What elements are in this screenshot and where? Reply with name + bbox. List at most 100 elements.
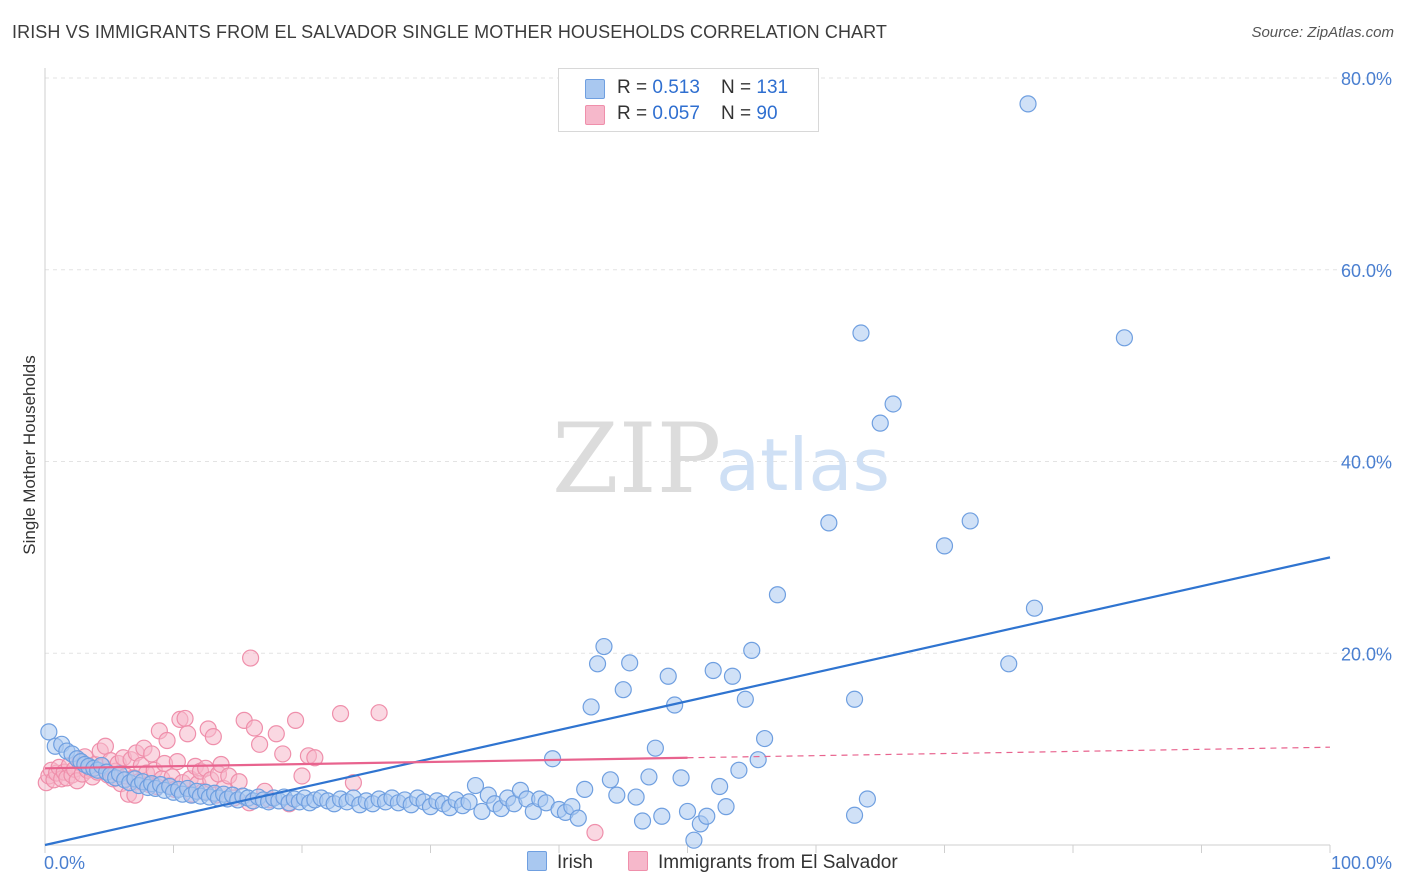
legend-row-irish: R = 0.513 N = 131 xyxy=(559,75,818,101)
x-tick-label-max: 100.0% xyxy=(1331,853,1392,873)
point-irish-93 xyxy=(543,750,562,768)
point-irish-113 xyxy=(672,769,690,787)
point-irish-99 xyxy=(582,698,600,716)
legend-item-el-salvador[interactable]: Immigrants from El Salvador xyxy=(628,851,898,874)
point-irish-100 xyxy=(588,655,607,673)
point-irish-120 xyxy=(717,798,735,816)
point-el-salvador-88 xyxy=(370,704,388,722)
point-irish-121 xyxy=(723,667,742,685)
point-el-salvador-80 xyxy=(274,745,292,763)
point-irish-114 xyxy=(678,802,697,821)
point-el-salvador-54 xyxy=(176,709,194,728)
point-irish-118 xyxy=(704,661,722,680)
trend-line-irish xyxy=(44,556,1331,847)
point-el-salvador-90 xyxy=(242,649,260,667)
y-axis-label: Single Mother Households xyxy=(20,355,39,554)
point-el-salvador-41 xyxy=(143,745,161,763)
point-irish-0 xyxy=(40,723,58,741)
legend-row-el-salvador: R = 0.057 N = 90 xyxy=(559,101,818,127)
r-value-irish: 0.513 xyxy=(652,77,700,98)
point-el-salvador-55 xyxy=(179,725,197,743)
point-irish-134 xyxy=(935,537,954,555)
tick-labels: 20.0% 40.0% 60.0% 80.0% 0.0% 100.0% xyxy=(44,69,1392,873)
point-el-salvador-83 xyxy=(293,767,311,785)
trend-line-el-salvador-projection xyxy=(687,746,1331,759)
n-label: N = xyxy=(721,77,757,98)
point-irish-106 xyxy=(627,788,645,806)
point-irish-98 xyxy=(576,780,594,798)
legend-swatch-irish xyxy=(527,851,547,871)
point-el-salvador-82 xyxy=(286,711,305,729)
trend-lines xyxy=(44,556,1331,847)
y-tick-label-0: 20.0% xyxy=(1341,644,1392,664)
point-irish-127 xyxy=(768,586,787,604)
legend-label-irish: Irish xyxy=(557,852,593,873)
point-irish-130 xyxy=(845,806,864,824)
point-irish-104 xyxy=(614,681,632,699)
n-value-irish: 131 xyxy=(756,77,789,98)
legend-swatch-el-salvador xyxy=(628,851,648,871)
point-irish-125 xyxy=(749,751,767,769)
r-label: R = xyxy=(617,103,653,124)
y-tick-label-3: 80.0% xyxy=(1341,69,1392,89)
legend-label-el-salvador: Immigrants from El Salvador xyxy=(658,852,898,873)
point-irish-105 xyxy=(621,654,639,672)
point-el-salvador-23 xyxy=(96,737,114,755)
point-irish-103 xyxy=(608,786,626,804)
point-irish-128 xyxy=(820,514,838,532)
r-value-el-salvador: 0.057 xyxy=(652,103,700,124)
point-el-salvador-86 xyxy=(331,705,350,723)
point-irish-117 xyxy=(698,807,716,825)
point-el-salvador-47 xyxy=(158,731,176,750)
point-irish-131 xyxy=(858,790,877,808)
point-irish-132 xyxy=(871,414,889,432)
point-irish-124 xyxy=(743,641,761,659)
chart-title: IRISH VS IMMIGRANTS FROM EL SALVADOR SIN… xyxy=(12,22,888,42)
trend-line-el-salvador xyxy=(44,756,688,770)
point-irish-82 xyxy=(473,802,491,821)
legend-stats-el-salvador: R = 0.057 N = 90 xyxy=(617,103,778,125)
point-irish-129 xyxy=(845,690,864,708)
point-el-salvador-79 xyxy=(267,725,285,743)
point-irish-80 xyxy=(460,793,478,811)
n-label: N = xyxy=(721,103,757,124)
point-irish-97 xyxy=(569,809,587,827)
point-irish-111 xyxy=(659,667,677,685)
point-irish-110 xyxy=(653,807,671,825)
legend-swatch-el-salvador xyxy=(585,105,605,125)
series-irish-points xyxy=(40,95,1134,849)
point-irish-135 xyxy=(961,512,979,530)
point-irish-109 xyxy=(646,739,664,757)
point-irish-81 xyxy=(466,776,485,795)
series-legend: Irish Immigrants from El Salvador xyxy=(0,851,1406,879)
r-label: R = xyxy=(617,77,653,98)
grid-lines xyxy=(45,77,1390,654)
point-irish-136 xyxy=(1000,655,1018,673)
correlation-legend: R = 0.513 N = 131 R = 0.057 N = 90 xyxy=(558,68,819,132)
point-el-salvador-85 xyxy=(306,749,324,767)
source-label: Source: ZipAtlas.com xyxy=(1251,24,1394,41)
watermark-zip: ZIP xyxy=(552,403,721,515)
point-irish-139 xyxy=(1019,95,1037,113)
point-irish-115 xyxy=(685,831,703,849)
watermark-atlas: atlas xyxy=(716,423,890,507)
y-tick-label-1: 40.0% xyxy=(1341,453,1392,473)
legend-stats-irish: R = 0.513 N = 131 xyxy=(617,77,788,99)
point-irish-122 xyxy=(730,761,748,779)
point-irish-123 xyxy=(736,690,754,708)
x-tick-label-min: 0.0% xyxy=(44,853,85,873)
point-irish-102 xyxy=(601,771,620,789)
point-el-salvador-65 xyxy=(204,728,222,746)
y-tick-label-2: 60.0% xyxy=(1341,261,1392,281)
point-irish-108 xyxy=(640,768,658,786)
legend-item-irish[interactable]: Irish xyxy=(527,851,593,874)
point-irish-133 xyxy=(884,395,902,413)
point-irish-101 xyxy=(595,637,613,656)
watermark: ZIP atlas xyxy=(552,403,890,515)
point-irish-119 xyxy=(711,777,729,796)
series-el-salvador-points xyxy=(37,649,604,842)
point-irish-138 xyxy=(852,324,870,342)
point-el-salvador-76 xyxy=(250,735,269,753)
n-value-el-salvador: 90 xyxy=(756,103,778,124)
